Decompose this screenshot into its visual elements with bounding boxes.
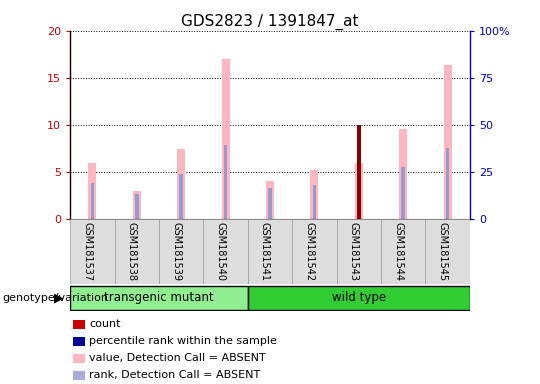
Text: GSM181541: GSM181541 [260, 222, 270, 281]
Bar [292, 219, 336, 284]
Text: GSM181537: GSM181537 [83, 222, 92, 281]
Bar [426, 219, 470, 284]
Bar [357, 164, 361, 219]
Bar [135, 194, 139, 219]
Text: GSM181539: GSM181539 [171, 222, 181, 281]
Bar [221, 59, 229, 219]
Bar [177, 149, 185, 219]
Bar [224, 144, 227, 219]
Text: GDS2823 / 1391847_at: GDS2823 / 1391847_at [181, 13, 359, 30]
Text: GSM181542: GSM181542 [305, 222, 314, 281]
Bar [159, 219, 204, 284]
Bar [70, 219, 114, 284]
Text: GSM181540: GSM181540 [215, 222, 226, 281]
Bar [114, 219, 159, 284]
Bar [248, 286, 470, 310]
Bar [310, 170, 319, 219]
Text: GSM181543: GSM181543 [349, 222, 359, 281]
Bar [70, 286, 248, 310]
Text: GSM181545: GSM181545 [437, 222, 448, 281]
Bar [248, 219, 292, 284]
Bar [443, 65, 451, 219]
Text: GSM181544: GSM181544 [393, 222, 403, 281]
Text: ▶: ▶ [54, 291, 64, 304]
Bar [313, 185, 316, 219]
Text: percentile rank within the sample: percentile rank within the sample [89, 336, 277, 346]
Bar [268, 188, 272, 219]
Bar [204, 219, 248, 284]
Bar [266, 181, 274, 219]
Bar [355, 163, 363, 219]
Bar [336, 219, 381, 284]
Text: genotype/variation: genotype/variation [3, 293, 109, 303]
Bar [446, 148, 449, 219]
Bar [89, 163, 97, 219]
Bar [356, 125, 361, 219]
Text: GSM181538: GSM181538 [127, 222, 137, 281]
Bar [91, 183, 94, 219]
Bar [399, 129, 407, 219]
Text: wild type: wild type [332, 291, 386, 304]
Text: count: count [89, 319, 120, 329]
Bar [133, 191, 141, 219]
Text: value, Detection Call = ABSENT: value, Detection Call = ABSENT [89, 353, 266, 363]
Bar [179, 174, 183, 219]
Text: rank, Detection Call = ABSENT: rank, Detection Call = ABSENT [89, 370, 260, 380]
Text: transgenic mutant: transgenic mutant [104, 291, 214, 304]
Bar [401, 167, 405, 219]
Bar [381, 219, 426, 284]
